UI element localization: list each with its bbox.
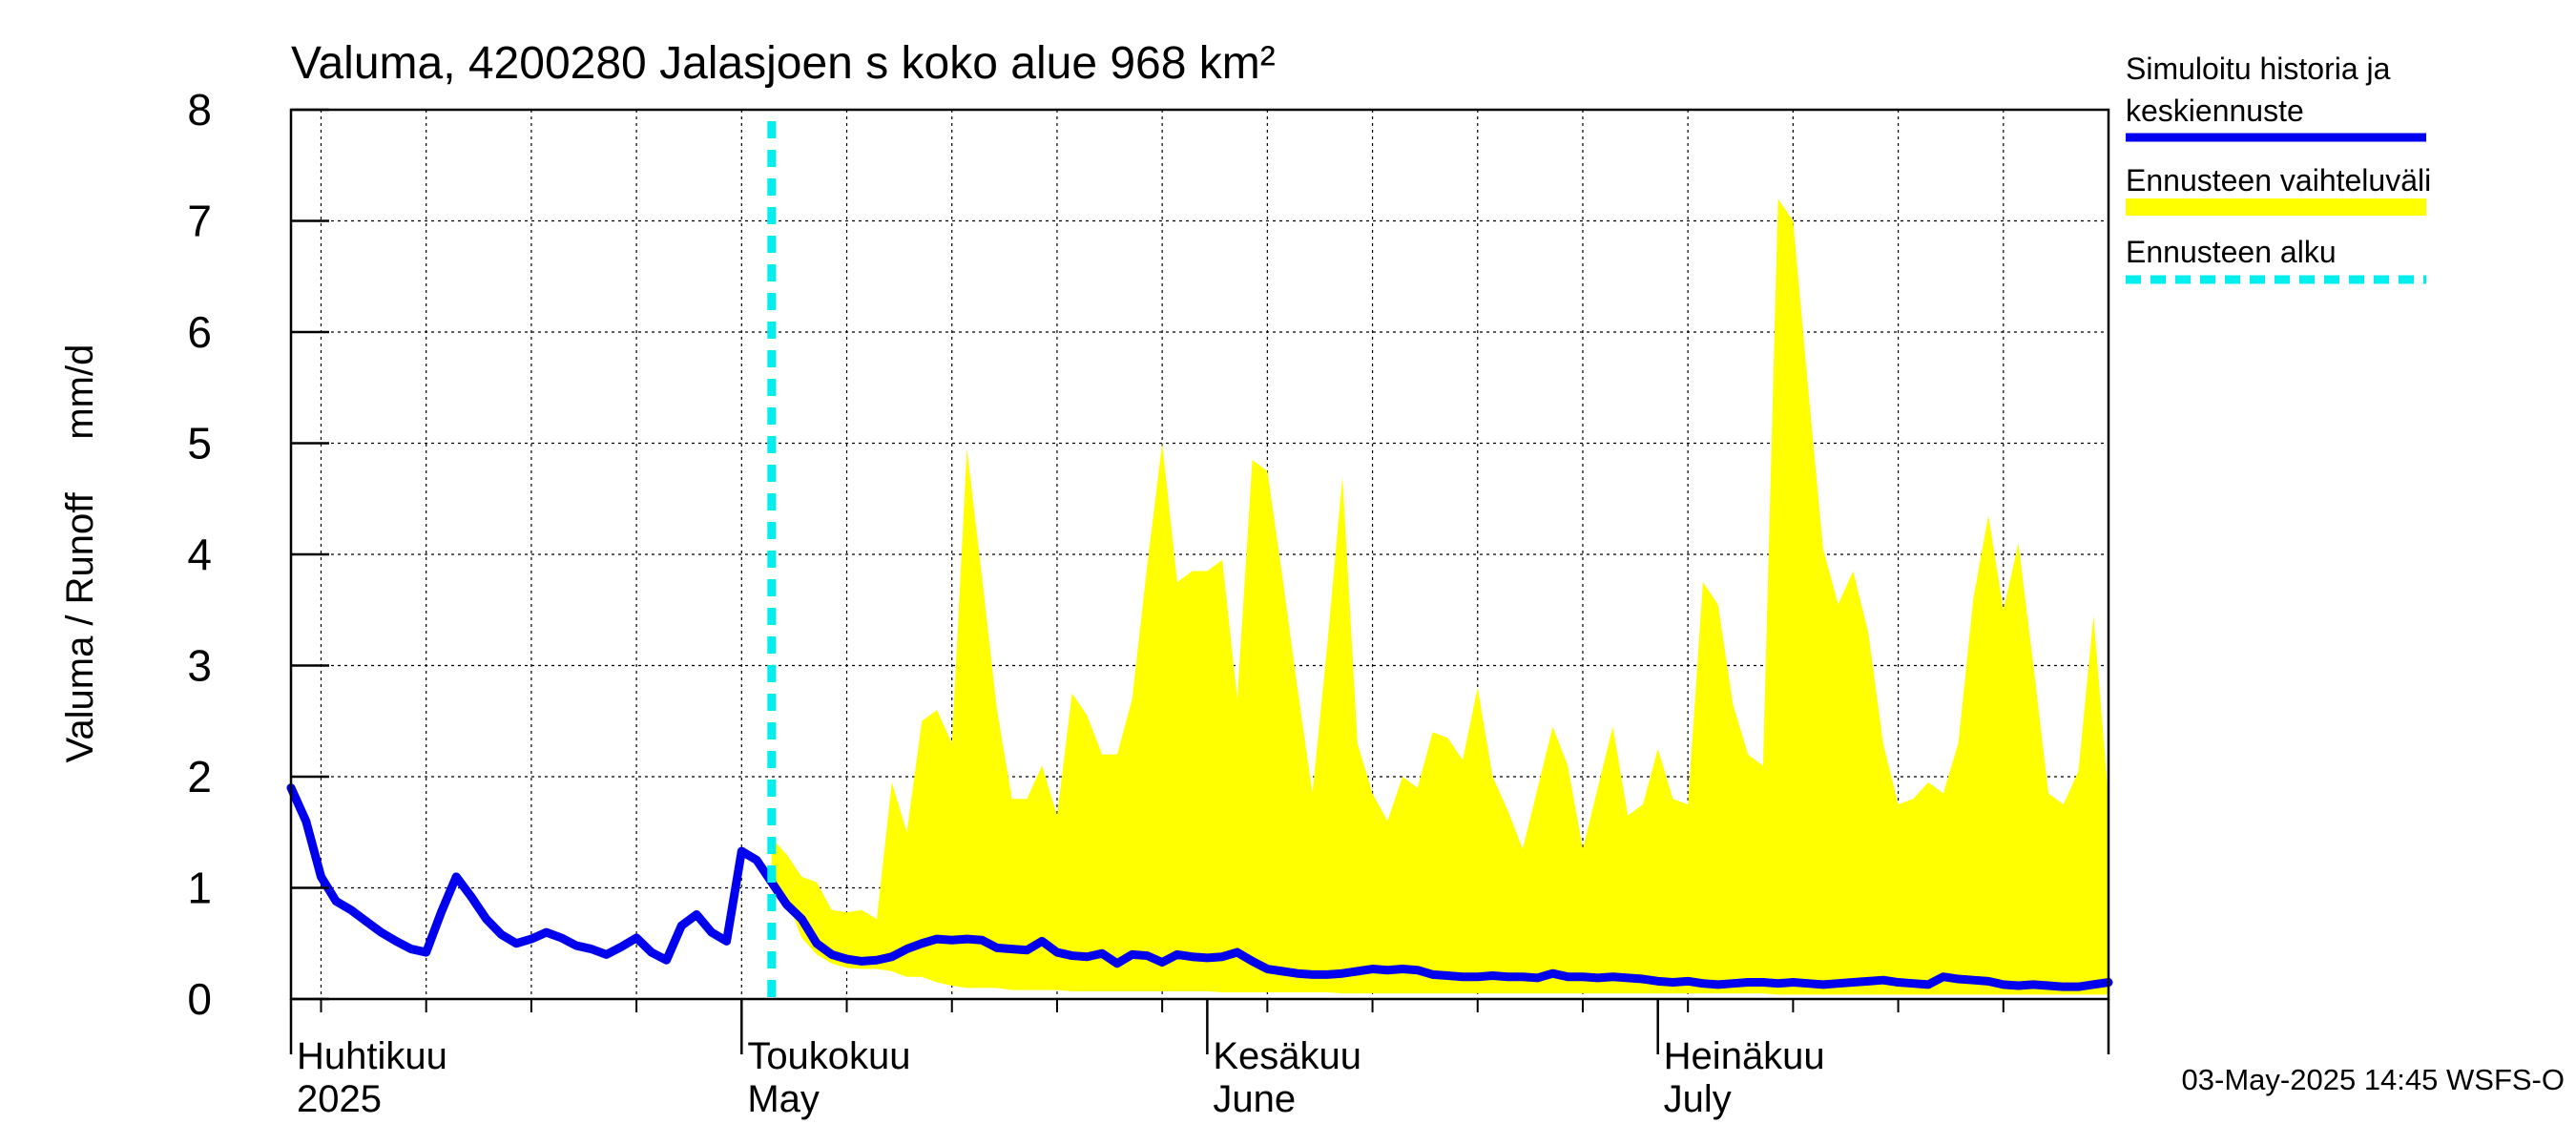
chart-title: Valuma, 4200280 Jalasjoen s koko alue 96… — [291, 38, 1276, 89]
month-label: Kesäkuu — [1213, 1035, 1361, 1077]
forecast-range-band — [771, 198, 2109, 995]
month-label: Huhtikuu — [297, 1035, 447, 1077]
y-tick-label: 5 — [187, 419, 212, 468]
month-label-sub: June — [1213, 1078, 1296, 1120]
mean-runoff-line — [286, 783, 2113, 991]
y-tick-label: 3 — [187, 641, 212, 691]
legend-label: Simuloitu historia ja — [2126, 52, 2391, 86]
y-axis-label: Valuma / Runoff mm/d — [59, 344, 101, 763]
legend: Simuloitu historia ja keskiennuste Ennuste… — [2126, 52, 2431, 284]
month-label: Heinäkuu — [1664, 1035, 1825, 1077]
y-tick-label: 2 — [187, 752, 212, 802]
month-label: Toukokuu — [747, 1035, 910, 1077]
y-tick-label: 7 — [187, 197, 212, 246]
month-label-sub: 2025 — [297, 1078, 382, 1120]
month-label-sub: July — [1664, 1078, 1732, 1120]
y-tick-label: 4 — [187, 530, 212, 579]
month-label-sub: May — [747, 1078, 820, 1120]
timestamp-footer: 03-May-2025 14:45 WSFS-O — [2182, 1063, 2565, 1096]
legend-label: keskiennuste — [2126, 94, 2304, 128]
mean-runoff-layer — [286, 783, 2113, 991]
y-tick-label: 8 — [187, 85, 212, 135]
legend-label: Ennusteen vaihteluväli — [2126, 163, 2431, 198]
y-tick-label: 1 — [187, 864, 212, 913]
forecast-range-band-layer — [771, 198, 2109, 995]
legend-label: Ennusteen alku — [2126, 235, 2337, 269]
axes: 012345678Huhtikuu2025ToukokuuMayKesäkuuJ… — [187, 85, 2110, 1120]
y-tick-label: 0 — [187, 974, 212, 1024]
y-tick-label: 6 — [187, 307, 212, 357]
